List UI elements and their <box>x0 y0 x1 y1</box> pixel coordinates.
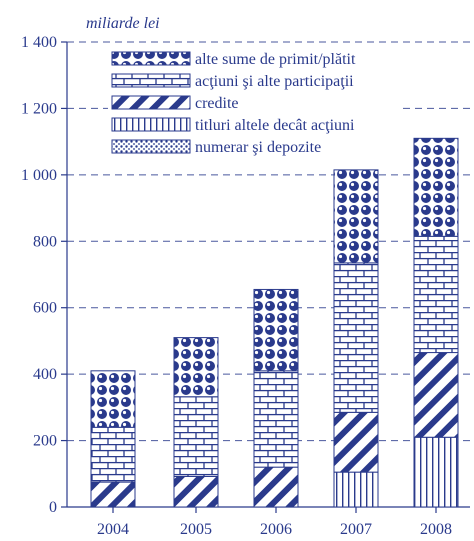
y-tick-label: 0 <box>49 499 57 516</box>
bar-segment <box>333 262 379 413</box>
bar-group-2004 <box>90 370 136 508</box>
legend-label: titluri altele decât acţiuni <box>195 117 355 134</box>
y-tick-label: 1 400 <box>21 34 57 51</box>
bar-segment <box>173 337 219 398</box>
legend-swatch <box>111 73 191 88</box>
x-tick-label: 2008 <box>420 521 452 538</box>
bar-segment <box>333 471 379 508</box>
bar-segment <box>173 396 219 477</box>
y-tick-label: 1 000 <box>21 167 57 184</box>
bar-segment <box>253 288 299 372</box>
bar-group-2005 <box>173 337 219 508</box>
y-tick-label: 800 <box>33 233 57 250</box>
y-unit-label: miliarde lei <box>86 15 160 32</box>
bar-segment <box>413 352 459 438</box>
bar-group-2007 <box>333 169 379 508</box>
legend-swatch <box>111 139 191 154</box>
y-axis-ticks: 0 200 400 600 800 1 000 1 200 1 400 <box>21 34 57 516</box>
y-tick-label: 400 <box>33 366 57 383</box>
y-tick-label: 1 200 <box>21 100 57 117</box>
x-tick-label: 2005 <box>180 521 212 538</box>
bars <box>90 137 459 513</box>
bar-segment <box>413 436 459 508</box>
bar-segment <box>253 370 299 468</box>
bar-group-2008 <box>413 137 459 508</box>
bar-segment <box>253 466 299 508</box>
legend: alte sume de primit/plătit acţiuni şi alt… <box>108 46 398 168</box>
x-tick-label: 2007 <box>340 521 372 538</box>
bar-segment <box>90 481 136 508</box>
legend-label: acţiuni şi alte participaţii <box>195 73 354 90</box>
bar-segment <box>90 426 136 483</box>
legend-swatch <box>111 117 191 132</box>
x-axis-labels: 2004 2005 2006 2007 2008 <box>97 521 452 538</box>
bar-group-2006 <box>253 288 299 508</box>
legend-swatch <box>111 51 191 66</box>
bar-segment <box>333 169 379 264</box>
legend-label: numerar şi depozite <box>195 139 321 156</box>
legend-label: alte sume de primit/plătit <box>195 51 356 68</box>
legend-label: credite <box>195 95 239 112</box>
y-tick-label: 600 <box>33 300 57 317</box>
bar-segment <box>90 370 136 428</box>
bar-segment <box>413 137 459 237</box>
y-tick-label: 200 <box>33 433 57 450</box>
bar-segment <box>173 475 219 508</box>
legend-swatch <box>111 95 191 110</box>
bar-segment <box>333 411 379 473</box>
x-tick-label: 2004 <box>97 521 129 538</box>
x-tick-label: 2006 <box>260 521 292 538</box>
bar-segment <box>413 235 459 354</box>
